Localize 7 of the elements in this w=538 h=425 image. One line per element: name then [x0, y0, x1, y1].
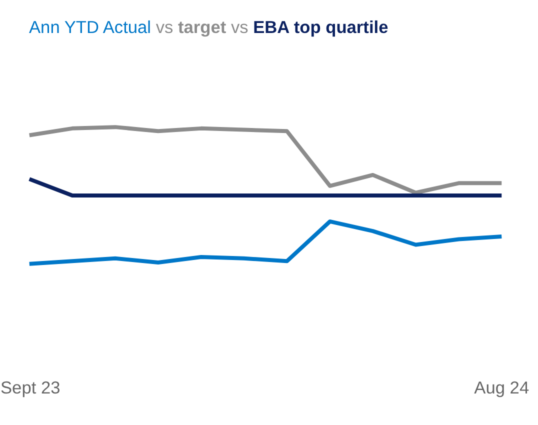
text: EBA top quartile [253, 17, 388, 37]
text: vs [154, 17, 174, 37]
text: vs [230, 17, 250, 37]
text: Ann YTD Actual [29, 17, 152, 37]
x-tick-label: Sept 23 [0, 378, 60, 398]
x-tick-label: Aug 24 [474, 378, 530, 398]
text: target [178, 17, 226, 37]
